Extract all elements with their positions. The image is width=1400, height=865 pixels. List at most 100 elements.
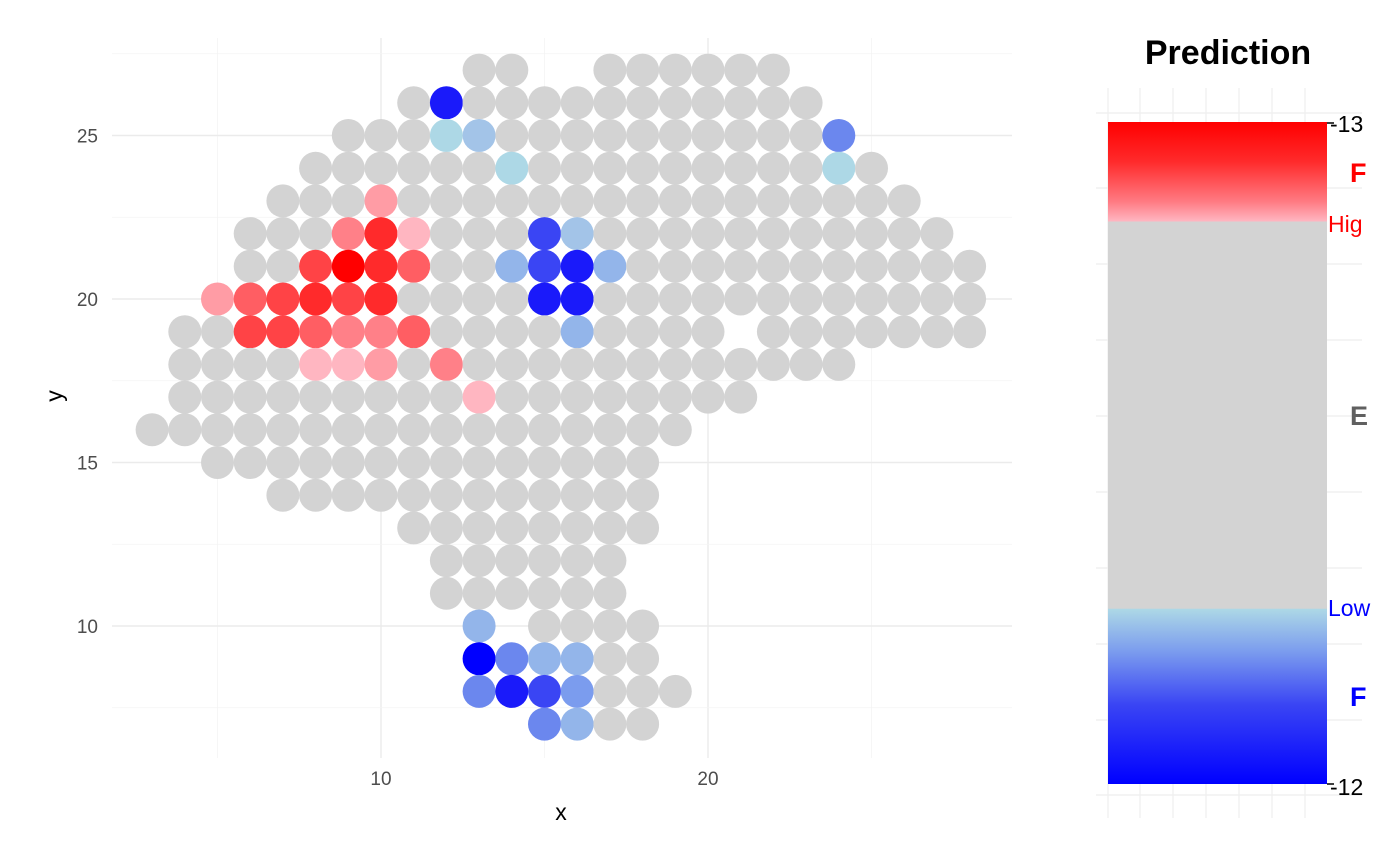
data-point [626, 707, 660, 741]
data-point [528, 576, 561, 610]
data-point [528, 642, 561, 676]
data-point [789, 184, 823, 218]
data-point [855, 151, 888, 185]
data-point [528, 707, 561, 741]
data-point [495, 446, 529, 479]
data-point [724, 249, 758, 283]
y-tick-label: 25 [77, 127, 98, 148]
data-point [724, 217, 758, 251]
data-point [658, 674, 692, 708]
data-point [266, 217, 300, 251]
data-point [691, 119, 725, 152]
data-point [299, 347, 333, 381]
data-point [429, 380, 463, 414]
data-point [331, 413, 365, 447]
data-point [528, 446, 561, 479]
y-tick-label: 20 [77, 290, 98, 311]
data-point [626, 184, 660, 218]
data-point [528, 609, 561, 643]
data-point [266, 249, 300, 283]
data-point [299, 413, 333, 447]
data-point [593, 347, 627, 381]
data-point [789, 315, 823, 349]
data-point [822, 217, 856, 251]
legend-top-bold-label: F [1350, 158, 1367, 188]
data-point [495, 544, 529, 578]
data-point [429, 413, 463, 447]
data-point [724, 119, 758, 152]
data-point [331, 217, 365, 251]
data-point [364, 119, 398, 152]
data-point [822, 282, 856, 316]
data-point [855, 249, 888, 283]
legend-middle-bold-label: E [1350, 401, 1368, 431]
data-point [331, 478, 365, 512]
data-point [593, 511, 627, 545]
data-point [429, 217, 463, 251]
data-point [364, 184, 398, 218]
data-point [626, 413, 660, 447]
data-point [429, 86, 463, 120]
data-point [364, 249, 398, 283]
data-point [364, 315, 398, 349]
data-point [495, 380, 529, 414]
data-point [560, 511, 594, 545]
data-point [953, 282, 987, 316]
data-point [528, 511, 561, 545]
data-point [266, 282, 300, 316]
data-point [397, 380, 431, 414]
data-point [756, 249, 790, 283]
data-point [299, 249, 333, 283]
data-point [691, 347, 725, 381]
data-point [953, 315, 987, 349]
data-point [299, 446, 333, 479]
data-point [201, 347, 234, 381]
data-point [658, 315, 692, 349]
data-point [626, 380, 660, 414]
data-point [691, 282, 725, 316]
data-point [887, 282, 921, 316]
data-point [593, 446, 627, 479]
data-point [756, 217, 790, 251]
legend-title: Prediction [1145, 34, 1311, 72]
data-point [789, 347, 823, 381]
data-point [397, 478, 431, 512]
data-point [626, 347, 660, 381]
data-point [560, 282, 594, 316]
data-point [429, 576, 463, 610]
data-point [495, 217, 529, 251]
data-point [397, 249, 431, 283]
data-point [528, 315, 561, 349]
data-point [528, 347, 561, 381]
data-point [299, 282, 333, 316]
data-point [233, 380, 267, 414]
data-point [822, 347, 856, 381]
data-point [593, 151, 627, 185]
data-point [429, 544, 463, 578]
data-point [331, 119, 365, 152]
data-point [658, 380, 692, 414]
data-point [724, 380, 758, 414]
data-point [756, 184, 790, 218]
data-point [201, 315, 234, 349]
data-point [593, 184, 627, 218]
data-point [626, 249, 660, 283]
data-point [364, 151, 398, 185]
data-point [233, 217, 267, 251]
data-point [789, 86, 823, 120]
legend-low-label: Low [1328, 595, 1371, 621]
data-point [724, 184, 758, 218]
data-point [331, 347, 365, 381]
data-point [429, 151, 463, 185]
data-point [201, 413, 234, 447]
data-point [528, 380, 561, 414]
data-point [593, 315, 627, 349]
data-point [593, 413, 627, 447]
data-point [593, 707, 627, 741]
data-point [855, 184, 888, 218]
data-point [495, 119, 529, 152]
data-point [756, 151, 790, 185]
data-point [560, 249, 594, 283]
data-point [691, 380, 725, 414]
data-point [756, 282, 790, 316]
